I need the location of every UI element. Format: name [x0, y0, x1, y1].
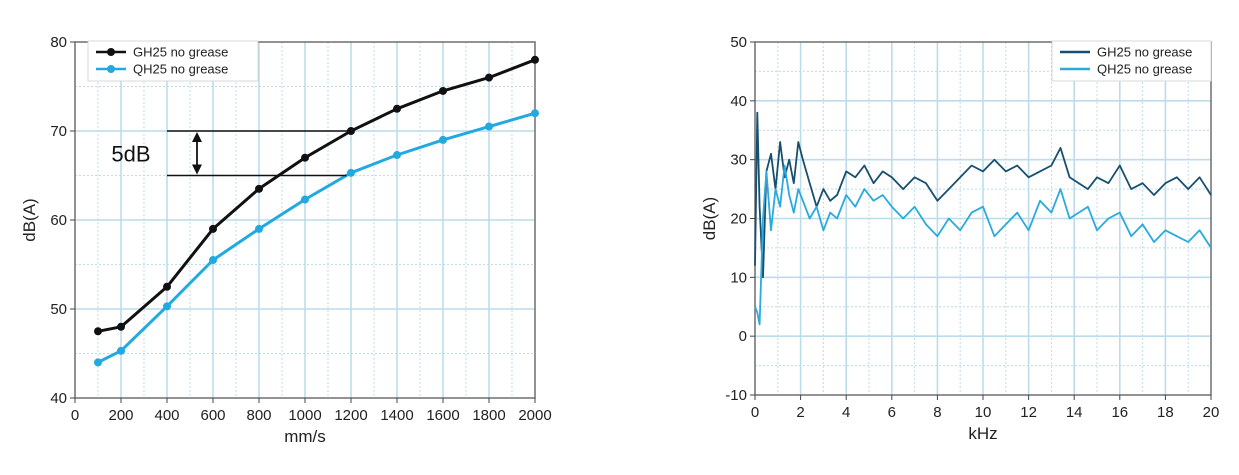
- x-tick-label: 200: [108, 407, 133, 424]
- x-tick-label: 1800: [472, 407, 505, 424]
- data-point: [531, 109, 539, 118]
- y-axis-label: dB(A): [20, 198, 39, 241]
- data-point: [531, 55, 539, 64]
- y-tick-label: 70: [50, 123, 67, 140]
- x-tick-label: 600: [200, 407, 225, 424]
- arrow-down-icon: [192, 164, 202, 175]
- series-line-gh25: [754, 111, 1212, 279]
- data-point: [439, 86, 447, 95]
- x-tick-label: 1400: [380, 407, 413, 424]
- data-point: [209, 224, 217, 233]
- x-tick-label: 12: [1020, 404, 1037, 421]
- legend-label: QH25 no grease: [1097, 62, 1192, 77]
- series-line-qh25: [754, 164, 1212, 326]
- data-point: [163, 282, 171, 291]
- y-tick-label: 40: [730, 93, 747, 110]
- legend-label: GH25 no grease: [133, 45, 228, 60]
- y-tick-label: 60: [50, 212, 67, 229]
- x-tick-label: 10: [975, 404, 992, 421]
- data-point: [347, 168, 355, 177]
- data-point: [301, 153, 309, 162]
- x-tick-label: 1200: [334, 407, 367, 424]
- x-axis-label: mm/s: [284, 427, 326, 446]
- grid: [755, 42, 1211, 395]
- y-tick-label: -10: [725, 387, 747, 404]
- y-tick-label: 30: [730, 152, 747, 169]
- legend: GH25 no grease QH25 no grease: [87, 40, 259, 82]
- x-tick-label: 0: [71, 407, 79, 424]
- data-point: [485, 73, 493, 82]
- speed-noise-chart: 0 200 400 600 800 1000 1200 1400 1600 1800 2000 40 5…: [20, 34, 552, 446]
- x-tick-label: 1000: [288, 407, 321, 424]
- x-tick-label: 2: [796, 404, 804, 421]
- x-tick-label: 800: [246, 407, 271, 424]
- legend-marker: [107, 48, 115, 56]
- x-tick-label: 0: [751, 404, 759, 421]
- y-tick-label: 20: [730, 211, 747, 228]
- y-tick-label: 10: [730, 269, 747, 286]
- data-point: [94, 358, 102, 367]
- x-tick-label: 8: [933, 404, 941, 421]
- x-tick-label: 4: [842, 404, 850, 421]
- legend-label: GH25 no grease: [1097, 45, 1192, 60]
- data-point: [255, 184, 263, 193]
- legend-box: [1051, 40, 1212, 82]
- x-tick-label: 16: [1111, 404, 1128, 421]
- annotation-5db: 5dB: [111, 130, 351, 177]
- legend-marker: [107, 65, 115, 73]
- x-tick-label: 400: [154, 407, 179, 424]
- grid: [75, 42, 535, 398]
- data-point: [117, 322, 125, 331]
- data-point: [301, 195, 309, 204]
- y-tick-label: 40: [50, 390, 67, 407]
- y-tick-label: 50: [50, 301, 67, 318]
- legend-box: [87, 40, 259, 82]
- data-point: [393, 104, 401, 113]
- data-point: [439, 135, 447, 144]
- x-tick-label: 1600: [426, 407, 459, 424]
- frequency-noise-chart: 0 2 4 6 8 10 12 14 16 18 20-1001020304050kHzdB(A)G…: [700, 34, 1219, 443]
- data-point: [393, 151, 401, 160]
- annotation-label: 5dB: [111, 141, 150, 166]
- x-tick-label: 14: [1066, 404, 1083, 421]
- data-point: [209, 256, 217, 265]
- data-point: [117, 346, 125, 355]
- legend-label: QH25 no grease: [133, 62, 228, 77]
- x-tick-label: 6: [888, 404, 896, 421]
- x-tick-label: 20: [1203, 404, 1220, 421]
- data-point: [485, 122, 493, 131]
- data-point: [94, 327, 102, 336]
- y-tick-label: 0: [739, 328, 747, 345]
- x-tick-label: 18: [1157, 404, 1174, 421]
- y-tick-label: 50: [730, 34, 747, 51]
- x-tick-label: 2000: [518, 407, 551, 424]
- data-point: [255, 224, 263, 233]
- y-tick-label: 80: [50, 34, 67, 51]
- legend: GH25 no grease QH25 no grease: [1051, 40, 1212, 82]
- arrow-up-icon: [192, 132, 202, 142]
- y-axis-label: dB(A): [700, 197, 719, 240]
- data-point: [163, 302, 171, 311]
- x-axis-label: kHz: [968, 424, 997, 443]
